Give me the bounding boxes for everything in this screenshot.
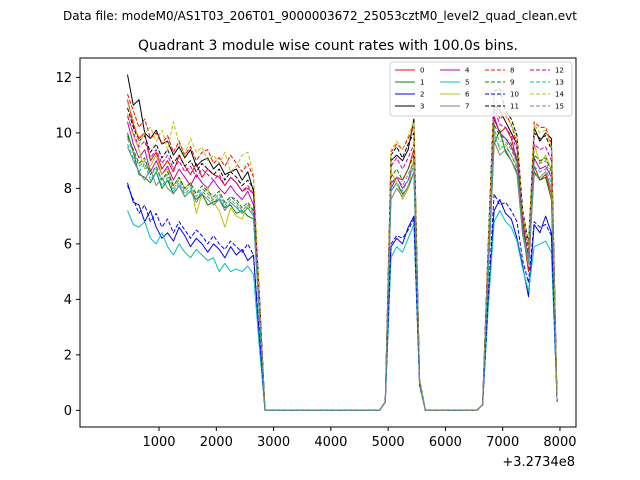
series-line-7 [127, 140, 558, 411]
series-line-2 [127, 182, 558, 411]
legend-label-11: 11 [510, 103, 519, 111]
x-offset-label: +3.2734e8 [502, 455, 575, 470]
x-tick-label: 5000 [372, 435, 405, 450]
legend-label-8: 8 [510, 67, 514, 75]
y-tick-label: 8 [64, 182, 72, 197]
legend-label-9: 9 [510, 79, 514, 87]
series-line-13 [127, 135, 558, 411]
figure-suptitle: Data file: modeM0/AS1T03_206T01_90000036… [63, 9, 577, 23]
legend-label-2: 2 [420, 91, 424, 99]
legend-label-7: 7 [465, 103, 469, 111]
axes-frame [79, 57, 577, 428]
legend-box [389, 61, 573, 117]
legend-label-10: 10 [510, 91, 519, 99]
plot-area [127, 74, 558, 411]
axis-ticks: 1000 2000 3000 4000 5000 6000 7000 8000 0 2 4 6 8 10 1… [55, 71, 576, 450]
series-line-15 [127, 129, 558, 411]
x-tick-label: 2000 [200, 435, 233, 450]
x-tick-label: 1000 [142, 435, 175, 450]
chart-title: Quadrant 3 module wise count rates with … [138, 38, 518, 54]
legend-label-12: 12 [555, 67, 564, 75]
legend-label-6: 6 [465, 91, 470, 99]
legend-label-15: 15 [555, 103, 564, 111]
y-tick-label: 10 [55, 126, 72, 141]
series-line-10 [127, 185, 558, 411]
legend-label-4: 4 [465, 67, 470, 75]
legend-label-0: 0 [420, 67, 424, 75]
y-tick-label: 12 [55, 71, 72, 86]
x-tick-label: 8000 [543, 435, 576, 450]
y-tick-label: 4 [64, 293, 72, 308]
y-tick-label: 2 [64, 348, 72, 363]
series-line-12 [127, 107, 558, 411]
legend-label-14: 14 [555, 91, 564, 99]
x-tick-label: 6000 [429, 435, 462, 450]
x-tick-label: 7000 [486, 435, 519, 450]
series-line-5 [127, 210, 558, 411]
x-tick-label: 4000 [314, 435, 347, 450]
legend-label-3: 3 [420, 103, 424, 111]
series-line-14 [127, 96, 558, 411]
legend-label-13: 13 [555, 79, 564, 87]
legend-label-1: 1 [420, 79, 424, 87]
y-tick-label: 0 [64, 404, 72, 419]
x-tick-label: 3000 [257, 435, 290, 450]
legend-label-5: 5 [465, 79, 469, 87]
y-tick-label: 6 [64, 237, 72, 252]
